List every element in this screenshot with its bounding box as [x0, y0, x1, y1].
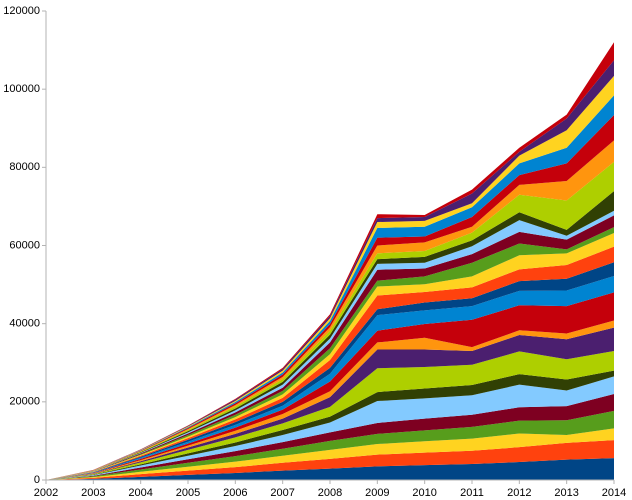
area — [46, 410, 614, 480]
y-tick-label: 40000 — [9, 318, 40, 330]
x-tick-label: 2009 — [365, 487, 389, 499]
y-tick-label: 0 — [34, 474, 40, 486]
y-tick-label: 60000 — [9, 239, 40, 251]
y-tick-label: 100000 — [3, 83, 40, 95]
y-tick-label: 120000 — [3, 5, 40, 17]
x-tick-label: 2005 — [176, 487, 200, 499]
x-tick-label: 2008 — [318, 487, 342, 499]
x-tick-label: 2013 — [554, 487, 578, 499]
area — [46, 394, 614, 480]
area — [46, 232, 614, 480]
area — [46, 262, 614, 480]
area — [46, 351, 614, 480]
x-tick-label: 2002 — [34, 487, 58, 499]
area — [46, 210, 614, 481]
area — [46, 370, 614, 480]
area — [46, 376, 614, 480]
x-tick-label: 2006 — [223, 487, 247, 499]
area — [46, 191, 614, 480]
x-tick-label: 2014 — [602, 487, 626, 499]
x-tick-label: 2004 — [128, 487, 152, 499]
x-tick-label: 2012 — [507, 487, 531, 499]
x-tick-label: 2010 — [412, 487, 436, 499]
area — [46, 320, 614, 480]
area — [46, 292, 614, 480]
area — [46, 428, 614, 480]
x-tick-label: 2003 — [81, 487, 105, 499]
area — [46, 246, 614, 480]
area — [46, 327, 614, 480]
areas — [46, 42, 614, 481]
area — [46, 440, 614, 480]
y-tick-label: 80000 — [9, 161, 40, 173]
y-tick-label: 20000 — [9, 396, 40, 408]
area — [46, 458, 614, 480]
area — [46, 275, 614, 480]
x-tick-label: 2007 — [270, 487, 294, 499]
x-tick-label: 2011 — [460, 487, 484, 499]
area — [46, 215, 614, 481]
area — [46, 227, 614, 480]
